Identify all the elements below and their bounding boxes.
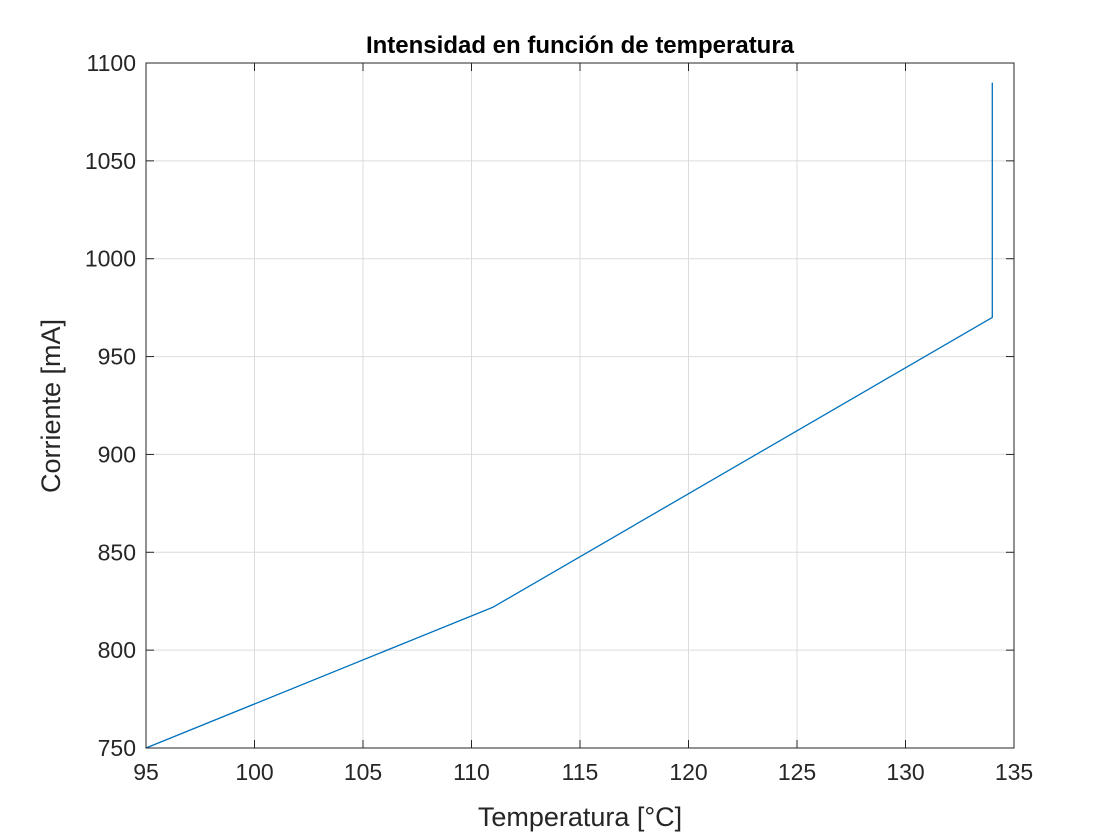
y-tick-label: 750: [98, 735, 136, 761]
x-tick-label: 105: [344, 759, 382, 785]
x-tick-label: 125: [778, 759, 816, 785]
y-tick-labels: 750 800 850 900 950 1000 1050 1100: [85, 50, 136, 761]
y-tick-label: 950: [98, 344, 136, 370]
series-line: [145, 82, 993, 749]
chart-title: Intensidad en función de temperatura: [366, 32, 795, 59]
y-tick-label: 1000: [85, 246, 136, 272]
x-tick-label: 110: [453, 759, 490, 785]
y-tick-label: 850: [98, 539, 136, 565]
x-tick-labels: 95 100 105 110 115 120 125 130 135: [133, 759, 1033, 785]
y-tick-label: 800: [98, 637, 136, 663]
series-layer: [145, 82, 993, 749]
x-tick-label: 95: [133, 759, 159, 785]
x-tick-label: 120: [669, 759, 707, 785]
tick-marks: [145, 62, 1015, 749]
y-tick-label: 1050: [85, 148, 136, 174]
x-tick-label: 115: [562, 759, 599, 785]
y-tick-label: 900: [98, 441, 136, 467]
x-axis-label: Temperatura [°C]: [478, 802, 682, 832]
x-tick-label: 100: [235, 759, 273, 785]
y-axis-label: Corriente [mA]: [36, 319, 66, 493]
x-tick-label: 130: [886, 759, 924, 785]
y-tick-label: 1100: [87, 50, 136, 76]
x-tick-label: 135: [995, 759, 1033, 785]
